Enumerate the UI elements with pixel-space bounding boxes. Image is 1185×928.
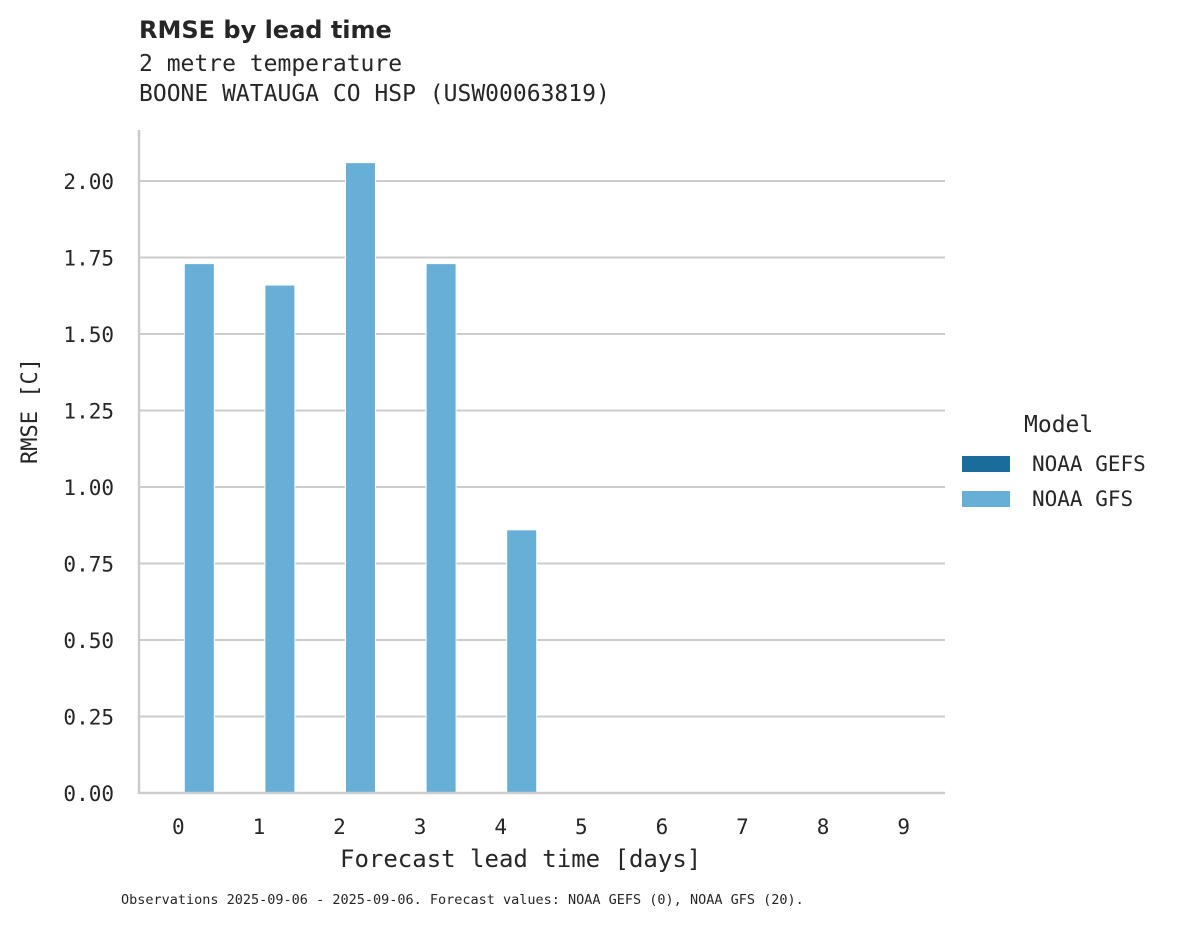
y-tick-label: 0.50: [63, 629, 114, 653]
y-axis-label: RMSE [C]: [18, 358, 43, 464]
legend-swatch-gefs: [962, 455, 1010, 472]
footnote: Observations 2025-09-06 - 2025-09-06. Fo…: [121, 892, 804, 908]
x-axis-label: Forecast lead time [days]: [340, 845, 702, 873]
legend-label-gfs: NOAA GFS: [1032, 486, 1134, 511]
x-tick-label: 0: [172, 815, 185, 839]
x-tick-label: 5: [575, 815, 588, 839]
bar: [345, 162, 376, 794]
bar: [264, 284, 296, 794]
x-tick-label: 3: [414, 815, 427, 839]
legend-label-gefs: NOAA GEFS: [1032, 451, 1146, 476]
legend: Model NOAA GEFS NOAA GFS: [962, 412, 1146, 516]
y-tick-label: 0.75: [63, 553, 114, 577]
chart-title: RMSE by lead time: [139, 16, 392, 44]
y-tick-label: 1.25: [63, 400, 114, 424]
x-tick-label: 8: [817, 815, 830, 839]
chart-subtitle-station: BOONE WATAUGA CO HSP (USW00063819): [139, 81, 610, 107]
y-tick-label: 2.00: [63, 170, 114, 194]
legend-item-gfs: NOAA GFS: [962, 481, 1146, 516]
x-tick-label: 9: [897, 815, 910, 839]
x-tick-label: 2: [333, 815, 346, 839]
bar: [425, 263, 457, 794]
x-tick-label: 4: [494, 815, 507, 839]
legend-title: Model: [1024, 412, 1094, 438]
chart-subtitle-variable: 2 metre temperature: [139, 51, 403, 77]
y-tick-label: 1.75: [63, 247, 114, 271]
x-tick-label: 7: [736, 815, 749, 839]
bar: [183, 263, 215, 794]
bar: [506, 529, 538, 794]
x-tick-label: 1: [253, 815, 266, 839]
y-tick-label: 0.00: [63, 782, 114, 806]
legend-swatch-gfs: [962, 490, 1010, 507]
y-tick-label: 1.50: [63, 323, 114, 347]
x-tick-label: 6: [656, 815, 669, 839]
legend-item-gefs: NOAA GEFS: [962, 446, 1146, 481]
y-tick-label: 0.25: [63, 706, 114, 730]
y-tick-label: 1.00: [63, 476, 114, 500]
